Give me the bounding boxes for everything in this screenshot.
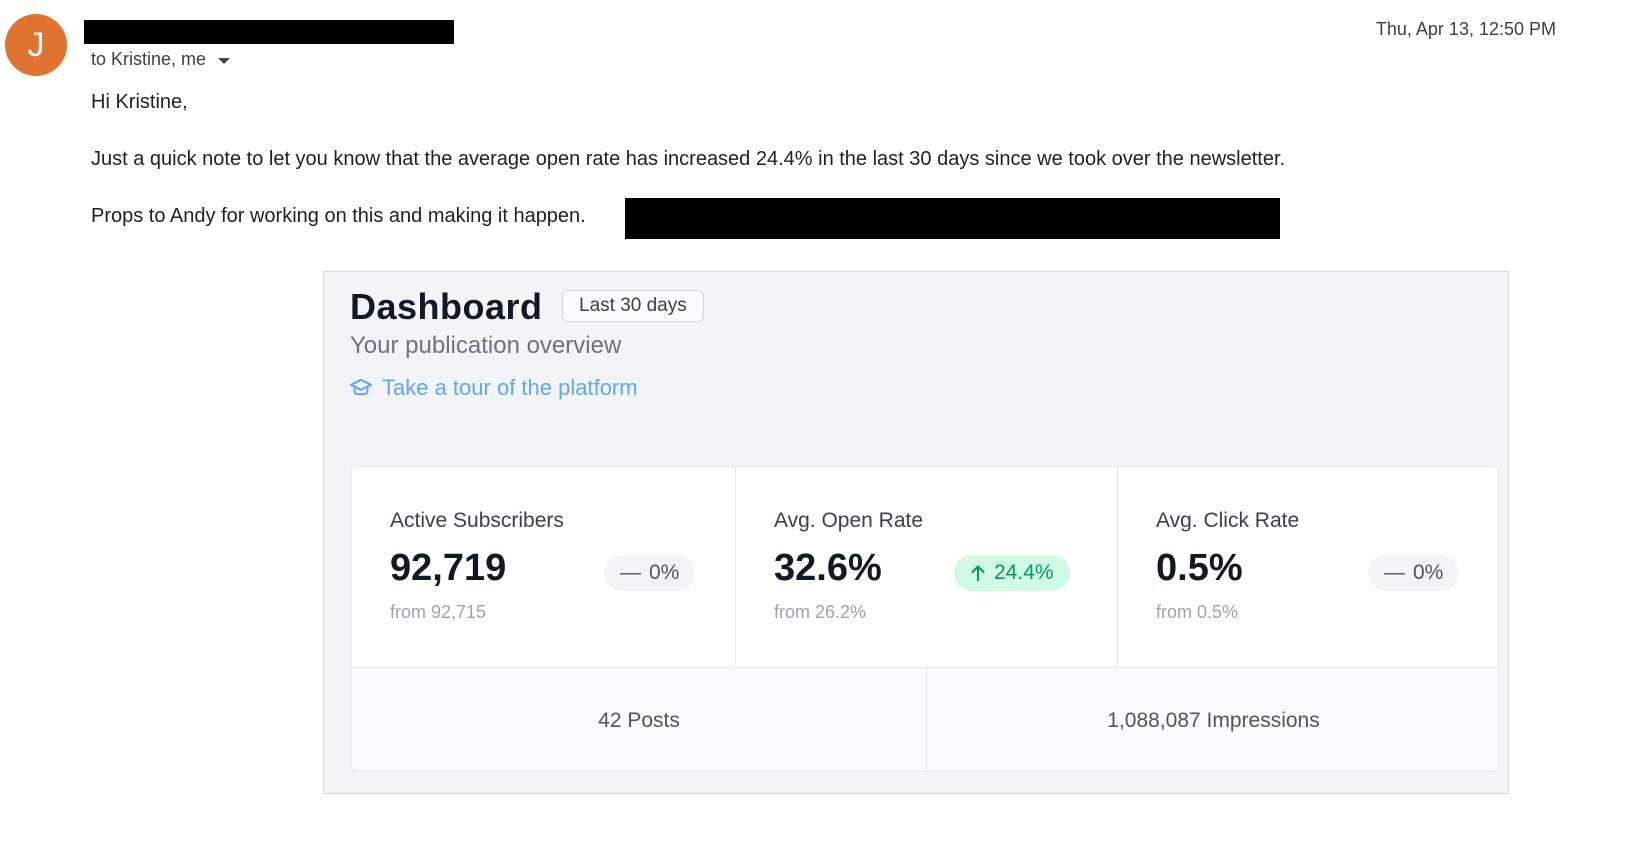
dashboard-title: Dashboard: [350, 286, 543, 327]
impressions-count[interactable]: 1,088,087 Impressions: [926, 668, 1498, 771]
email-greeting: Hi Kristine,: [91, 91, 188, 113]
stat-from: from 0.5%: [1156, 602, 1239, 622]
redacted-body-text: [625, 198, 1280, 239]
email-paragraph-2: Props to Andy for working on this and ma…: [91, 205, 586, 227]
dash-icon: —: [620, 561, 641, 584]
stat-from: from 92,715: [390, 602, 487, 622]
redacted-sender-name: [84, 20, 454, 44]
delta-value: 0%: [649, 561, 680, 584]
stat-label: Avg. Click Rate: [1156, 509, 1300, 532]
dash-icon: —: [1384, 561, 1405, 584]
stat-active-subscribers: Active Subscribers 92,719 — 0% from 92,7…: [352, 467, 735, 667]
graduation-cap-icon: [350, 378, 372, 396]
dashboard-subtitle: Your publication overview: [350, 332, 622, 359]
posts-count[interactable]: 42 Posts: [598, 709, 680, 732]
stat-from: from 26.2%: [774, 602, 867, 622]
stat-label: Avg. Open Rate: [774, 509, 924, 532]
delta-value: 0%: [1413, 561, 1444, 584]
dashboard-screenshot: Dashboard Last 30 days Your publication …: [323, 271, 1509, 794]
caret-down-icon[interactable]: [218, 57, 231, 64]
delta-badge: — 0%: [1368, 555, 1460, 591]
tour-link[interactable]: Take a tour of the platform: [350, 375, 638, 401]
email-paragraph-1: Just a quick note to let you know that t…: [91, 148, 1286, 170]
recipients-line[interactable]: to Kristine, me: [91, 49, 231, 70]
delta-value: 24.4%: [994, 561, 1054, 584]
avatar-initial: J: [27, 25, 45, 64]
summary-row: 42 Posts 1,088,087 Impressions: [352, 667, 1498, 771]
stat-avg-open-rate: Avg. Open Rate 32.6% 24.4% from 26.2%: [735, 467, 1117, 667]
email-timestamp: Thu, Apr 13, 12:50 PM: [1375, 19, 1556, 39]
stat-value: 32.6%: [774, 547, 882, 589]
delta-badge: 24.4%: [954, 555, 1070, 591]
stat-value: 0.5%: [1156, 547, 1243, 589]
stat-value: 92,719: [390, 547, 507, 589]
arrow-up-icon: [971, 565, 985, 582]
sender-avatar[interactable]: J: [5, 14, 67, 76]
tour-link-text: Take a tour of the platform: [382, 375, 638, 400]
stat-avg-click-rate: Avg. Click Rate 0.5% — 0% from 0.5%: [1117, 467, 1498, 667]
period-badge[interactable]: Last 30 days: [562, 290, 704, 322]
stat-label: Active Subscribers: [390, 509, 564, 532]
stats-card: Active Subscribers 92,719 — 0% from 92,7…: [351, 466, 1499, 772]
recipients-text: to Kristine, me: [91, 49, 207, 69]
delta-badge: — 0%: [604, 555, 696, 591]
